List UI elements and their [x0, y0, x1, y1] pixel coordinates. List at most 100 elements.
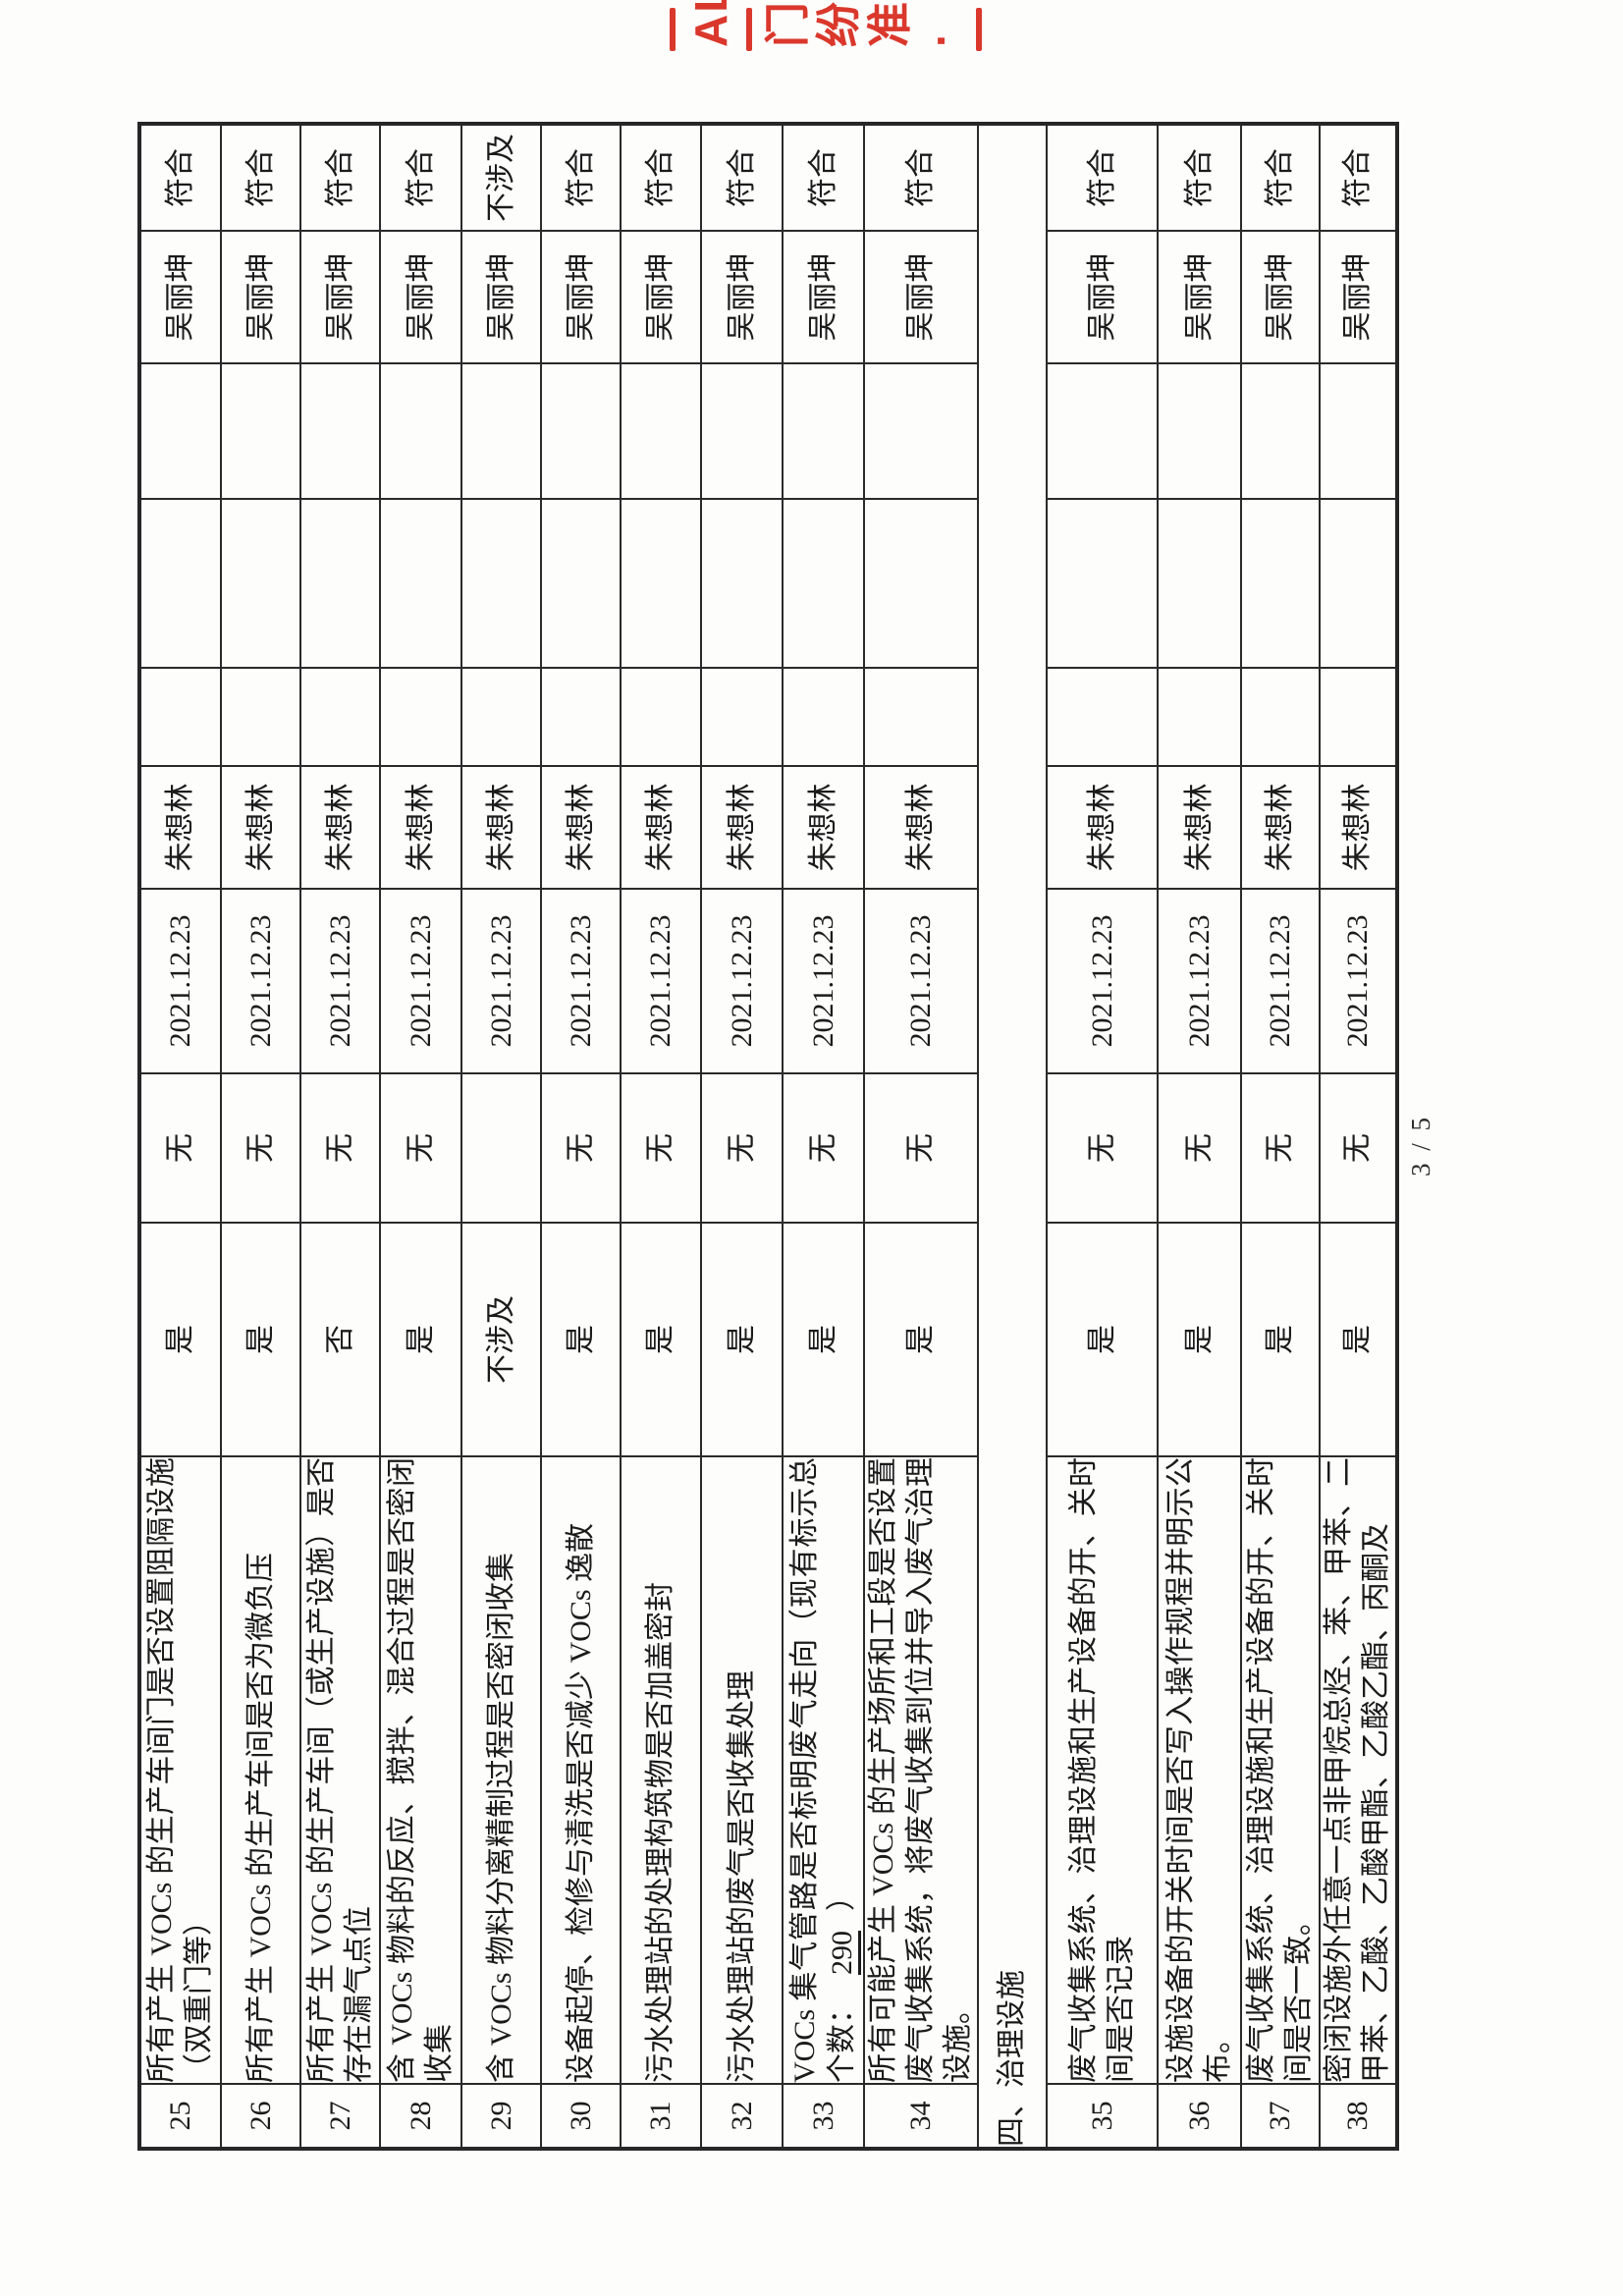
row-number-cell: 30: [541, 2084, 621, 2149]
empty-cell-2: [1241, 499, 1320, 668]
result-cell: 是: [380, 1223, 461, 1456]
date-cell: 2021.12.23: [541, 889, 621, 1073]
conclusion-cell: 符合: [139, 124, 221, 231]
item-text-cell: 含 VOCs 物料的反应、搅拌、混合过程是否密闭收集: [380, 1456, 461, 2084]
result-cell: 是: [864, 1223, 978, 1456]
inspector-cell: 朱想林: [461, 766, 541, 889]
empty-cell-2: [701, 499, 783, 668]
problem-cell: 无: [300, 1073, 380, 1223]
item-text-cell: 废气收集系统、治理设施和生产设备的开、关时间是否记录: [1047, 1456, 1158, 2084]
row-number-cell: 25: [139, 2084, 221, 2149]
inspector-cell: 朱想林: [1158, 766, 1241, 889]
conclusion-cell: 符合: [541, 124, 621, 231]
table-row: 30 设备起停、检修与清洗是否减少 VOCs 逸散是无 2021.12.23 朱想林 吴…: [541, 124, 621, 2149]
row-number-cell: 32: [701, 2084, 783, 2149]
conclusion-cell: 符合: [864, 124, 978, 231]
problem-cell: 无: [139, 1073, 221, 1223]
inspector-cell: 朱想林: [380, 766, 461, 889]
row-number-cell: 38: [1320, 2084, 1397, 2149]
section-header-row: 四、治理设施: [978, 124, 1047, 2149]
row-number-cell: 33: [783, 2084, 864, 2149]
inspector-cell: 朱想林: [541, 766, 621, 889]
conclusion-cell: 符合: [1158, 124, 1241, 231]
empty-cell-2: [221, 499, 300, 668]
conclusion-cell: 符合: [701, 124, 783, 231]
item-text-cell: 含 VOCs 物料分离精制过程是否密闭收集: [461, 1456, 541, 2084]
empty-cell-2: [541, 499, 621, 668]
empty-cell-3: [380, 363, 461, 499]
empty-cell-3: [701, 363, 783, 499]
empty-cell-3: [1320, 363, 1397, 499]
problem-cell: 无: [864, 1073, 978, 1223]
empty-cell-3: [139, 363, 221, 499]
date-cell: 2021.12.23: [139, 889, 221, 1073]
result-cell: 是: [541, 1223, 621, 1456]
empty-cell-2: [461, 499, 541, 668]
inspection-table: 25 所有产生 VOCs 的生产车间门是否设置阻隔设施（双重门等）是无 2021.1…: [137, 122, 1399, 2151]
result-cell: 是: [1047, 1223, 1158, 1456]
problem-cell: 无: [221, 1073, 300, 1223]
conclusion-cell: 符合: [783, 124, 864, 231]
result-cell: 是: [139, 1223, 221, 1456]
table-row: 32 污水处理站的废气是否收集处理是无 2021.12.23 朱想林 吴丽坤 符合: [701, 124, 783, 2149]
inspector-cell: 朱想林: [1241, 766, 1320, 889]
problem-cell: 无: [380, 1073, 461, 1223]
empty-cell-1: [783, 668, 864, 766]
result-cell: 是: [1158, 1223, 1241, 1456]
date-cell: 2021.12.23: [221, 889, 300, 1073]
conclusion-cell: 符合: [1047, 124, 1158, 231]
empty-cell-2: [621, 499, 701, 668]
empty-cell-3: [864, 363, 978, 499]
table-row: 29 含 VOCs 物料分离精制过程是否密闭收集 不涉及 2021.12.23 朱想林吴…: [461, 124, 541, 2149]
empty-cell-1: [1158, 668, 1241, 766]
table-row: 37 废气收集系统、治理设施和生产设备的开、关时间是否一致。是无 2021.12.2…: [1241, 124, 1320, 2149]
inspector-cell: 朱想林: [783, 766, 864, 889]
empty-cell-3: [221, 363, 300, 499]
problem-cell: 无: [701, 1073, 783, 1223]
item-text-cell: 所有产生 VOCs 的生产车间门是否设置阻隔设施（双重门等）: [139, 1456, 221, 2084]
empty-cell-3: [783, 363, 864, 499]
item-text-cell: 密闭设施外任意一点非甲烷总烃、苯、甲苯、二甲苯、乙酸、乙酸甲酯、乙酸乙酯、丙酮及: [1320, 1456, 1397, 2084]
reviewer-cell: 吴丽坤: [1320, 231, 1397, 363]
empty-cell-3: [1241, 363, 1320, 499]
empty-cell-3: [461, 363, 541, 499]
reviewer-cell: 吴丽坤: [300, 231, 380, 363]
item-text-cell: 所有产生 VOCs 的生产车间是否为微负压: [221, 1456, 300, 2084]
row-number-cell: 27: [300, 2084, 380, 2149]
reviewer-cell: 吴丽坤: [864, 231, 978, 363]
empty-cell-2: [864, 499, 978, 668]
empty-cell-1: [300, 668, 380, 766]
date-cell: 2021.12.23: [1047, 889, 1158, 1073]
inspector-cell: 朱想林: [300, 766, 380, 889]
row-number-cell: 36: [1158, 2084, 1241, 2149]
empty-cell-2: [380, 499, 461, 668]
empty-cell-1: [221, 668, 300, 766]
reviewer-cell: 吴丽坤: [380, 231, 461, 363]
problem-cell: 无: [621, 1073, 701, 1223]
table-row: 27 所有产生 VOCs 的生产车间（或生产设施）是否存在漏气点位否无 2021.1…: [300, 124, 380, 2149]
reviewer-cell: 吴丽坤: [461, 231, 541, 363]
empty-cell-3: [621, 363, 701, 499]
problem-cell: 无: [1320, 1073, 1397, 1223]
inspector-cell: 朱想林: [139, 766, 221, 889]
item-text-cell: 污水处理站的处理构筑物是否加盖密封: [621, 1456, 701, 2084]
row-number-cell: 34: [864, 2084, 978, 2149]
empty-cell-3: [541, 363, 621, 499]
date-cell: 2021.12.23: [621, 889, 701, 1073]
conclusion-cell: 符合: [1320, 124, 1397, 231]
empty-cell-3: [1047, 363, 1158, 499]
reviewer-cell: 吴丽坤: [621, 231, 701, 363]
date-cell: 2021.12.23: [1158, 889, 1241, 1073]
item-text-cell: VOCs 集气管路是否标明废气走向（现有标示总个数：290）: [783, 1456, 864, 2084]
table-row: 25 所有产生 VOCs 的生产车间门是否设置阻隔设施（双重门等）是无 2021.1…: [139, 124, 221, 2149]
item-text-cell: 废气收集系统、治理设施和生产设备的开、关时间是否一致。: [1241, 1456, 1320, 2084]
result-cell: 是: [221, 1223, 300, 1456]
table-row: 31 污水处理站的处理构筑物是否加盖密封是无 2021.12.23 朱想林 吴丽坤 符合: [621, 124, 701, 2149]
reviewer-cell: 吴丽坤: [541, 231, 621, 363]
empty-cell-2: [1158, 499, 1241, 668]
conclusion-cell: 符合: [621, 124, 701, 231]
row-number-cell: 26: [221, 2084, 300, 2149]
date-cell: 2021.12.23: [1241, 889, 1320, 1073]
empty-cell-3: [300, 363, 380, 499]
